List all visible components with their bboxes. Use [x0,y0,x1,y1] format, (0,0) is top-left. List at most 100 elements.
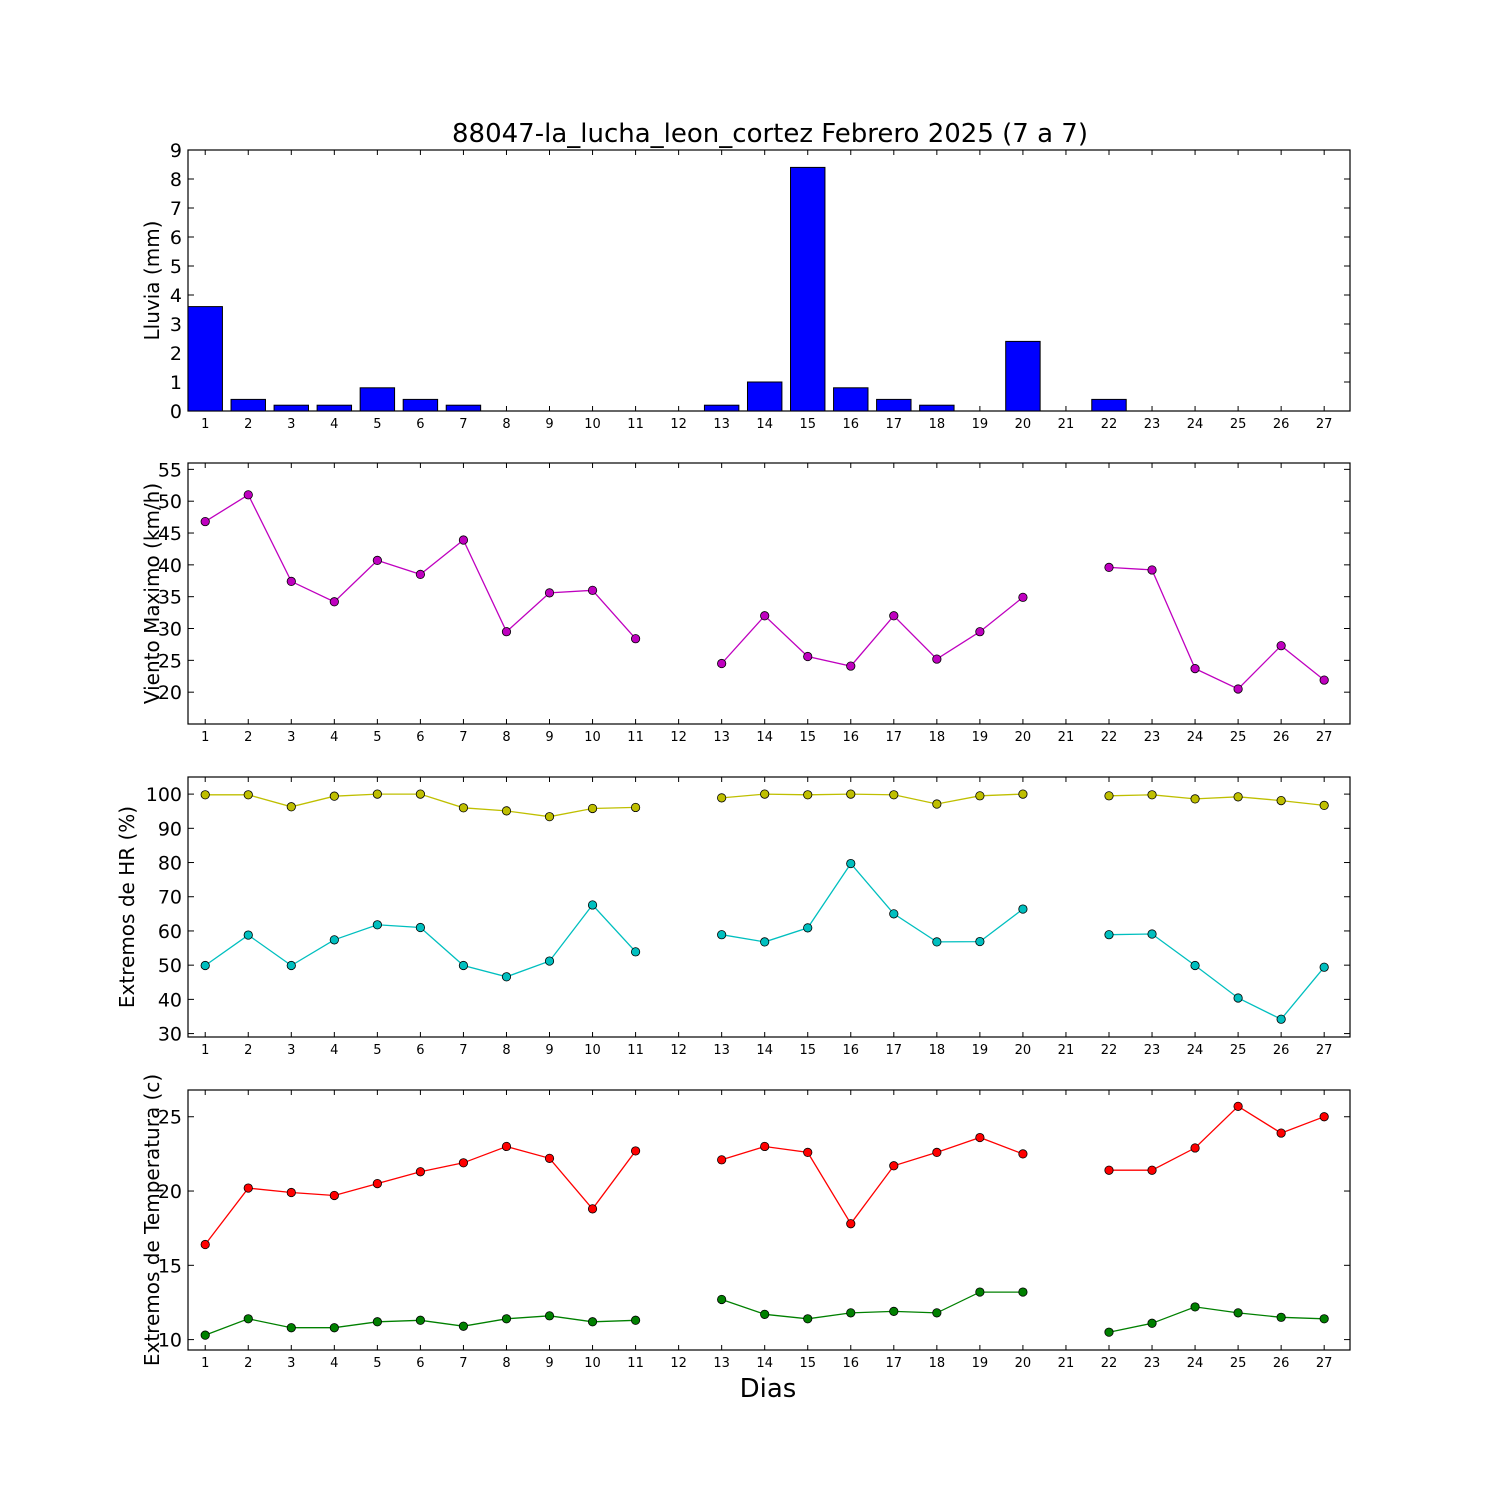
point-viento-0-day-2 [243,490,253,500]
bar-day-15 [790,166,826,412]
point-hr-0-day-18 [932,799,942,809]
bar-day-13 [703,404,740,412]
point-viento-0-day-17 [889,611,899,621]
point-hr-1-day-10 [587,900,598,910]
point-hr-1-day-14 [760,937,770,947]
point-viento-0-day-23 [1147,565,1157,575]
y-tick-label: 20 [158,1181,182,1203]
point-hr-0-day-16 [846,789,856,799]
point-temp-1-day-6 [415,1315,425,1325]
x-tick-label: 9 [545,730,553,745]
point-hr-0-day-23 [1147,790,1157,800]
x-tick-label: 2 [244,730,252,745]
x-tick-label: 8 [502,417,510,432]
x-tick-label: 4 [330,1043,338,1058]
x-tick-label: 9 [545,1356,553,1371]
y-tick-label: 25 [158,650,182,672]
x-tick-label: 20 [1015,1356,1032,1371]
point-hr-1-day-17 [889,909,899,919]
y-axis-label: Extremos de Temperatura (c) [140,1074,164,1366]
y-tick-label: 90 [158,818,182,840]
y-tick-label: 4 [170,285,182,307]
x-tick-label: 5 [373,417,381,432]
x-tick-label: 25 [1230,730,1247,745]
x-tick-label: 17 [886,730,903,745]
series-hr-1-line-1 [721,862,1024,943]
x-tick-label: 7 [459,1043,467,1058]
point-hr-1-day-6 [415,922,425,933]
x-tick-label: 17 [886,417,903,432]
x-tick-label: 12 [670,1043,687,1058]
x-tick-label: 11 [627,1356,644,1371]
point-hr-0-day-26 [1276,796,1286,806]
point-temp-0-day-4 [329,1190,339,1201]
point-hr-1-day-18 [932,937,942,947]
point-temp-0-day-16 [846,1219,856,1229]
y-tick-label: 50 [158,491,182,513]
point-viento-0-day-26 [1276,641,1286,651]
point-viento-0-day-6 [415,569,425,580]
point-temp-0-day-26 [1276,1128,1286,1138]
point-temp-0-day-1 [200,1239,210,1250]
y-tick-label: 3 [170,314,182,336]
point-temp-1-day-4 [329,1323,339,1333]
point-viento-0-day-5 [372,555,382,565]
panels: 1 2 3 4 5 6 7 8 9 10 11 12 13 14 15 16 17 18 19 20 21 22 23 24 2… [115,140,1351,1371]
series-viento-0-line-2 [1108,566,1325,690]
series-temp-0-line-1 [721,1136,1024,1225]
x-tick-label: 11 [627,730,644,745]
bar-day-22 [1091,398,1127,412]
point-temp-1-day-1 [200,1330,210,1340]
x-tick-label: 23 [1144,730,1161,745]
point-hr-1-day-9 [544,956,555,966]
point-temp-0-day-24 [1190,1143,1200,1153]
point-viento-0-day-1 [200,516,210,527]
y-tick-label: 7 [170,198,182,220]
point-hr-0-day-17 [889,790,899,800]
x-tick-label: 14 [756,1356,773,1371]
y-axis-label: Lluvia (mm) [140,221,164,341]
bar-day-4 [316,404,353,412]
x-tick-label: 3 [287,730,295,745]
x-tick-label: 2 [244,417,252,432]
panel-temp: 1 2 3 4 5 6 7 8 9 10 11 12 13 14 15 16 17 18 19 20 21 22 23 24 2… [140,1074,1351,1371]
point-temp-1-day-5 [372,1317,382,1327]
point-hr-0-day-9 [544,812,555,822]
y-axis-label: Viento Maximo (km/h) [140,483,164,704]
x-tick-label: 20 [1015,730,1032,745]
x-tick-label: 15 [799,1356,816,1371]
x-tick-label: 5 [373,730,381,745]
x-tick-label: 18 [929,417,946,432]
x-tick-label: 26 [1273,1043,1290,1058]
point-viento-0-day-7 [458,535,469,545]
point-viento-0-day-18 [932,654,942,664]
x-tick-label: 6 [416,1043,424,1058]
bar-day-2 [230,398,266,412]
panel-hr: 1 2 3 4 5 6 7 8 9 10 11 12 13 14 15 16 17 18 19 20 21 22 23 24 2… [115,776,1351,1058]
x-tick-label: 13 [713,1043,730,1058]
y-tick-label: 30 [158,1024,182,1046]
point-temp-0-day-18 [932,1147,942,1158]
y-axis-label: Extremos de HR (%) [115,806,139,1008]
x-tick-label: 24 [1187,1043,1204,1058]
x-tick-label: 15 [799,730,816,745]
series-temp-1-line-1 [721,1291,1023,1320]
point-hr-0-day-14 [760,789,770,799]
point-hr-0-day-5 [372,789,382,799]
y-tick-label: 1 [170,372,182,394]
point-hr-0-day-19 [975,791,985,801]
point-viento-0-day-16 [846,661,856,671]
x-tick-label: 22 [1101,730,1118,745]
point-hr-1-day-1 [200,960,210,971]
x-tick-label: 24 [1187,1356,1204,1371]
bar-day-18 [919,404,955,412]
x-tick-label: 20 [1015,417,1032,432]
point-temp-1-day-14 [760,1309,770,1319]
point-hr-0-day-27 [1319,800,1329,810]
x-tick-label: 2 [244,1356,252,1371]
point-viento-0-day-14 [760,611,770,621]
series-viento-0-line-1 [721,596,1024,667]
chart-title: 88047-la_lucha_leon_cortez Febrero 2025 … [452,119,1088,149]
bar-day-14 [746,381,783,412]
